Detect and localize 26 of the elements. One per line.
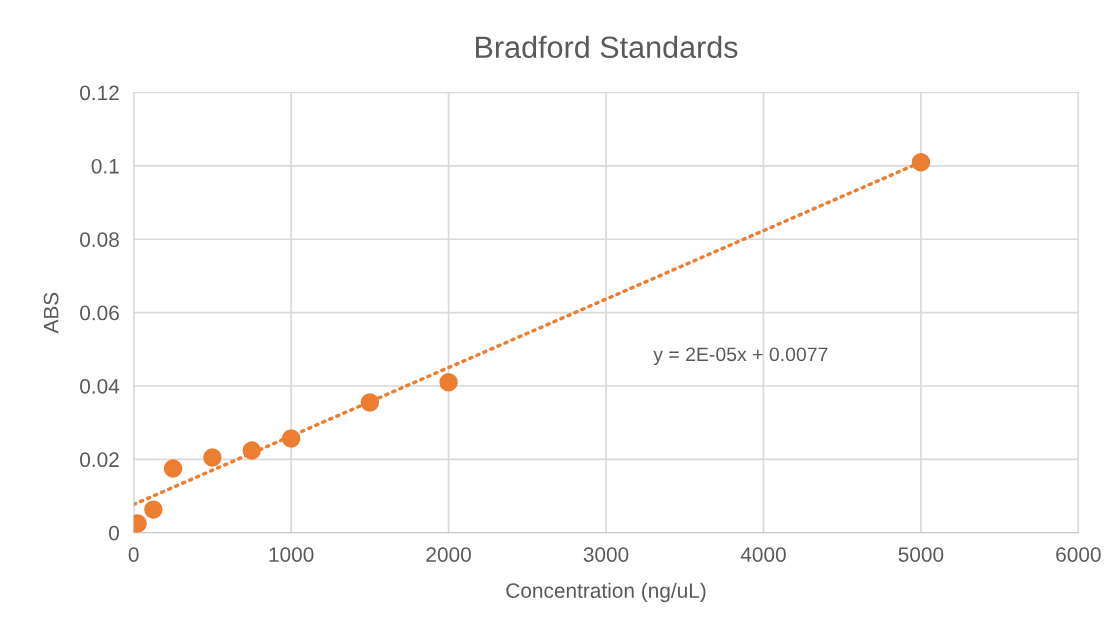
x-tick-label: 0	[128, 547, 139, 562]
x-tick-label: 5000	[898, 547, 944, 562]
x-tick-label: 3000	[583, 547, 629, 562]
point	[911, 153, 931, 172]
point	[144, 500, 163, 519]
point	[203, 448, 222, 467]
x-tick-label: 6000	[1056, 547, 1101, 562]
point	[242, 441, 261, 460]
x-axis-title: Concentration (ng/uL)	[506, 582, 706, 603]
y-tick-label: 0.08	[80, 232, 119, 247]
x-tick-label: 4000	[740, 547, 786, 562]
point	[439, 373, 458, 392]
x-tick-label: 1000	[269, 547, 314, 562]
y-tick-label: 0.1	[91, 158, 119, 174]
x-tick-label: 2000	[426, 547, 471, 562]
y-tick-label: 0	[109, 525, 119, 541]
y-tick-label: 0.06	[80, 305, 119, 321]
annotation: y = 2E-05x + 0.0077	[653, 347, 828, 366]
point	[281, 429, 301, 448]
y-tick-label: 0.02	[80, 452, 119, 468]
y-axis-title: ABS	[43, 292, 59, 334]
y-tick-label: 0.12	[80, 85, 119, 101]
y-tick-label: 0.04	[80, 378, 120, 394]
point	[163, 459, 183, 478]
chart-title: Bradford Standards	[476, 35, 738, 59]
point	[360, 393, 380, 412]
